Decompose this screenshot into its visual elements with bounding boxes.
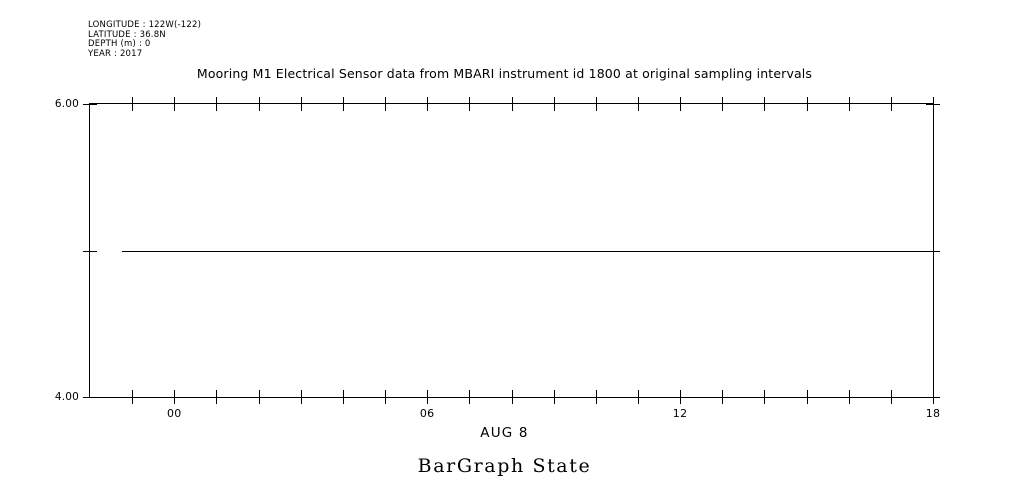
x-axis-minor-tick — [511, 390, 513, 404]
data-series-line — [121, 250, 933, 252]
x-axis-tick-top — [764, 97, 766, 111]
bottom-caption: BarGraph State — [417, 455, 592, 477]
y-axis-tick-label: 4.00 — [54, 391, 79, 403]
x-axis-tick-top — [174, 97, 176, 111]
x-axis-tick-top — [342, 97, 344, 111]
y-axis-tick — [83, 104, 97, 105]
x-axis-minor-tick — [553, 390, 555, 404]
plot-title: Mooring M1 Electrical Sensor data from M… — [196, 66, 813, 81]
x-axis-tick-top — [258, 97, 260, 111]
x-axis-minor-tick — [342, 390, 344, 404]
x-axis-minor-tick — [132, 390, 134, 404]
y-axis-tick-mid-right — [926, 250, 940, 252]
x-axis-tick-top — [511, 97, 513, 111]
x-axis-minor-tick — [890, 390, 892, 404]
x-axis-minor-tick — [469, 390, 471, 404]
x-axis-tick-label: 12 — [672, 407, 688, 420]
x-axis-tick-top — [553, 97, 555, 111]
x-axis-minor-tick — [216, 390, 218, 404]
plot-area: 4.00 6.00 00 06 12 18 — [55, 97, 940, 420]
x-axis-minor-tick — [258, 390, 260, 404]
x-axis-tick-top — [848, 97, 850, 111]
x-axis-tick-top — [216, 97, 218, 111]
x-axis-tick-top — [680, 97, 682, 111]
metadata-year: YEAR : 2017 — [88, 48, 143, 59]
x-axis-tick-top — [933, 97, 934, 111]
x-axis-title: AUG 8 — [480, 425, 529, 441]
y-axis-tick-label: 6.00 — [54, 98, 79, 110]
x-axis-tick-label: 18 — [925, 407, 941, 420]
metadata-latitude: LATITUDE : 36.8N — [88, 29, 166, 40]
x-axis-tick-top — [385, 97, 387, 111]
x-axis-minor-tick — [637, 390, 639, 404]
x-axis-tick-top — [427, 97, 429, 111]
x-axis-tick-label: 06 — [419, 407, 435, 420]
y-axis-tick-mid — [83, 250, 97, 252]
x-axis-tick-label: 00 — [166, 407, 182, 420]
x-axis-tick-top — [806, 97, 808, 111]
y-axis-tick — [83, 397, 97, 398]
x-axis-major-tick — [427, 390, 429, 404]
x-axis-major-tick — [174, 390, 176, 404]
x-axis-minor-tick — [300, 390, 302, 404]
x-axis-tick-top — [595, 97, 597, 111]
x-axis-tick-top — [890, 97, 892, 111]
x-axis-tick-top — [469, 97, 471, 111]
x-axis-tick-top — [300, 97, 302, 111]
x-axis-minor-tick — [722, 390, 724, 404]
metadata-depth: DEPTH (m) : 0 — [88, 39, 151, 50]
x-axis-tick-top — [637, 97, 639, 111]
metadata-longitude: LONGITUDE : 122W(-122) — [88, 20, 202, 30]
x-axis-minor-tick — [385, 390, 387, 404]
x-axis-minor-tick — [764, 390, 766, 404]
x-axis-minor-tick — [848, 390, 850, 404]
x-axis-major-tick — [680, 390, 682, 404]
x-axis-major-tick — [933, 390, 934, 404]
x-axis-minor-tick — [595, 390, 597, 404]
x-axis-tick-top — [722, 97, 724, 111]
metadata-header: LONGITUDE : 122W(-122) LATITUDE : 36.8N … — [88, 20, 202, 59]
x-axis-minor-tick — [806, 390, 808, 404]
x-axis-tick-top — [132, 97, 134, 111]
